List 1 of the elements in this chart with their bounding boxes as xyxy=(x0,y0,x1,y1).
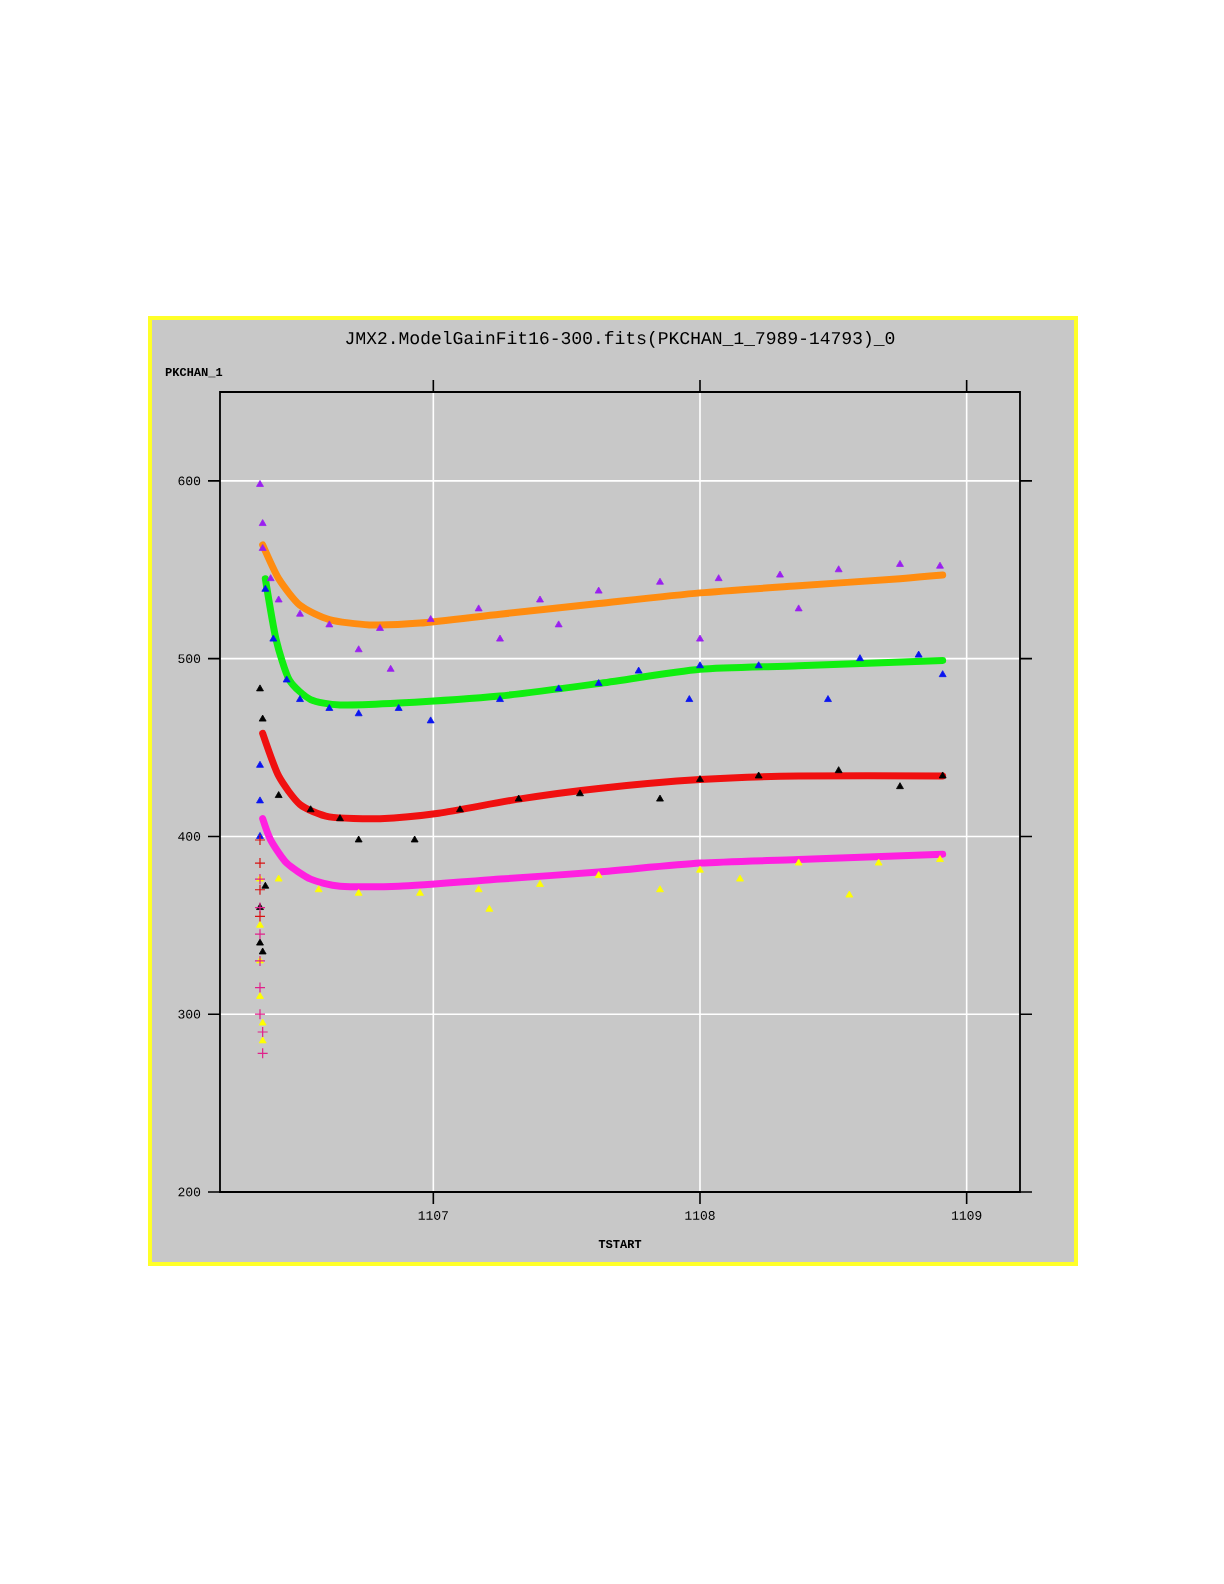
chart-title: JMX2.ModelGainFit16-300.fits(PKCHAN_1_7989-14793)_0 xyxy=(346,330,895,348)
